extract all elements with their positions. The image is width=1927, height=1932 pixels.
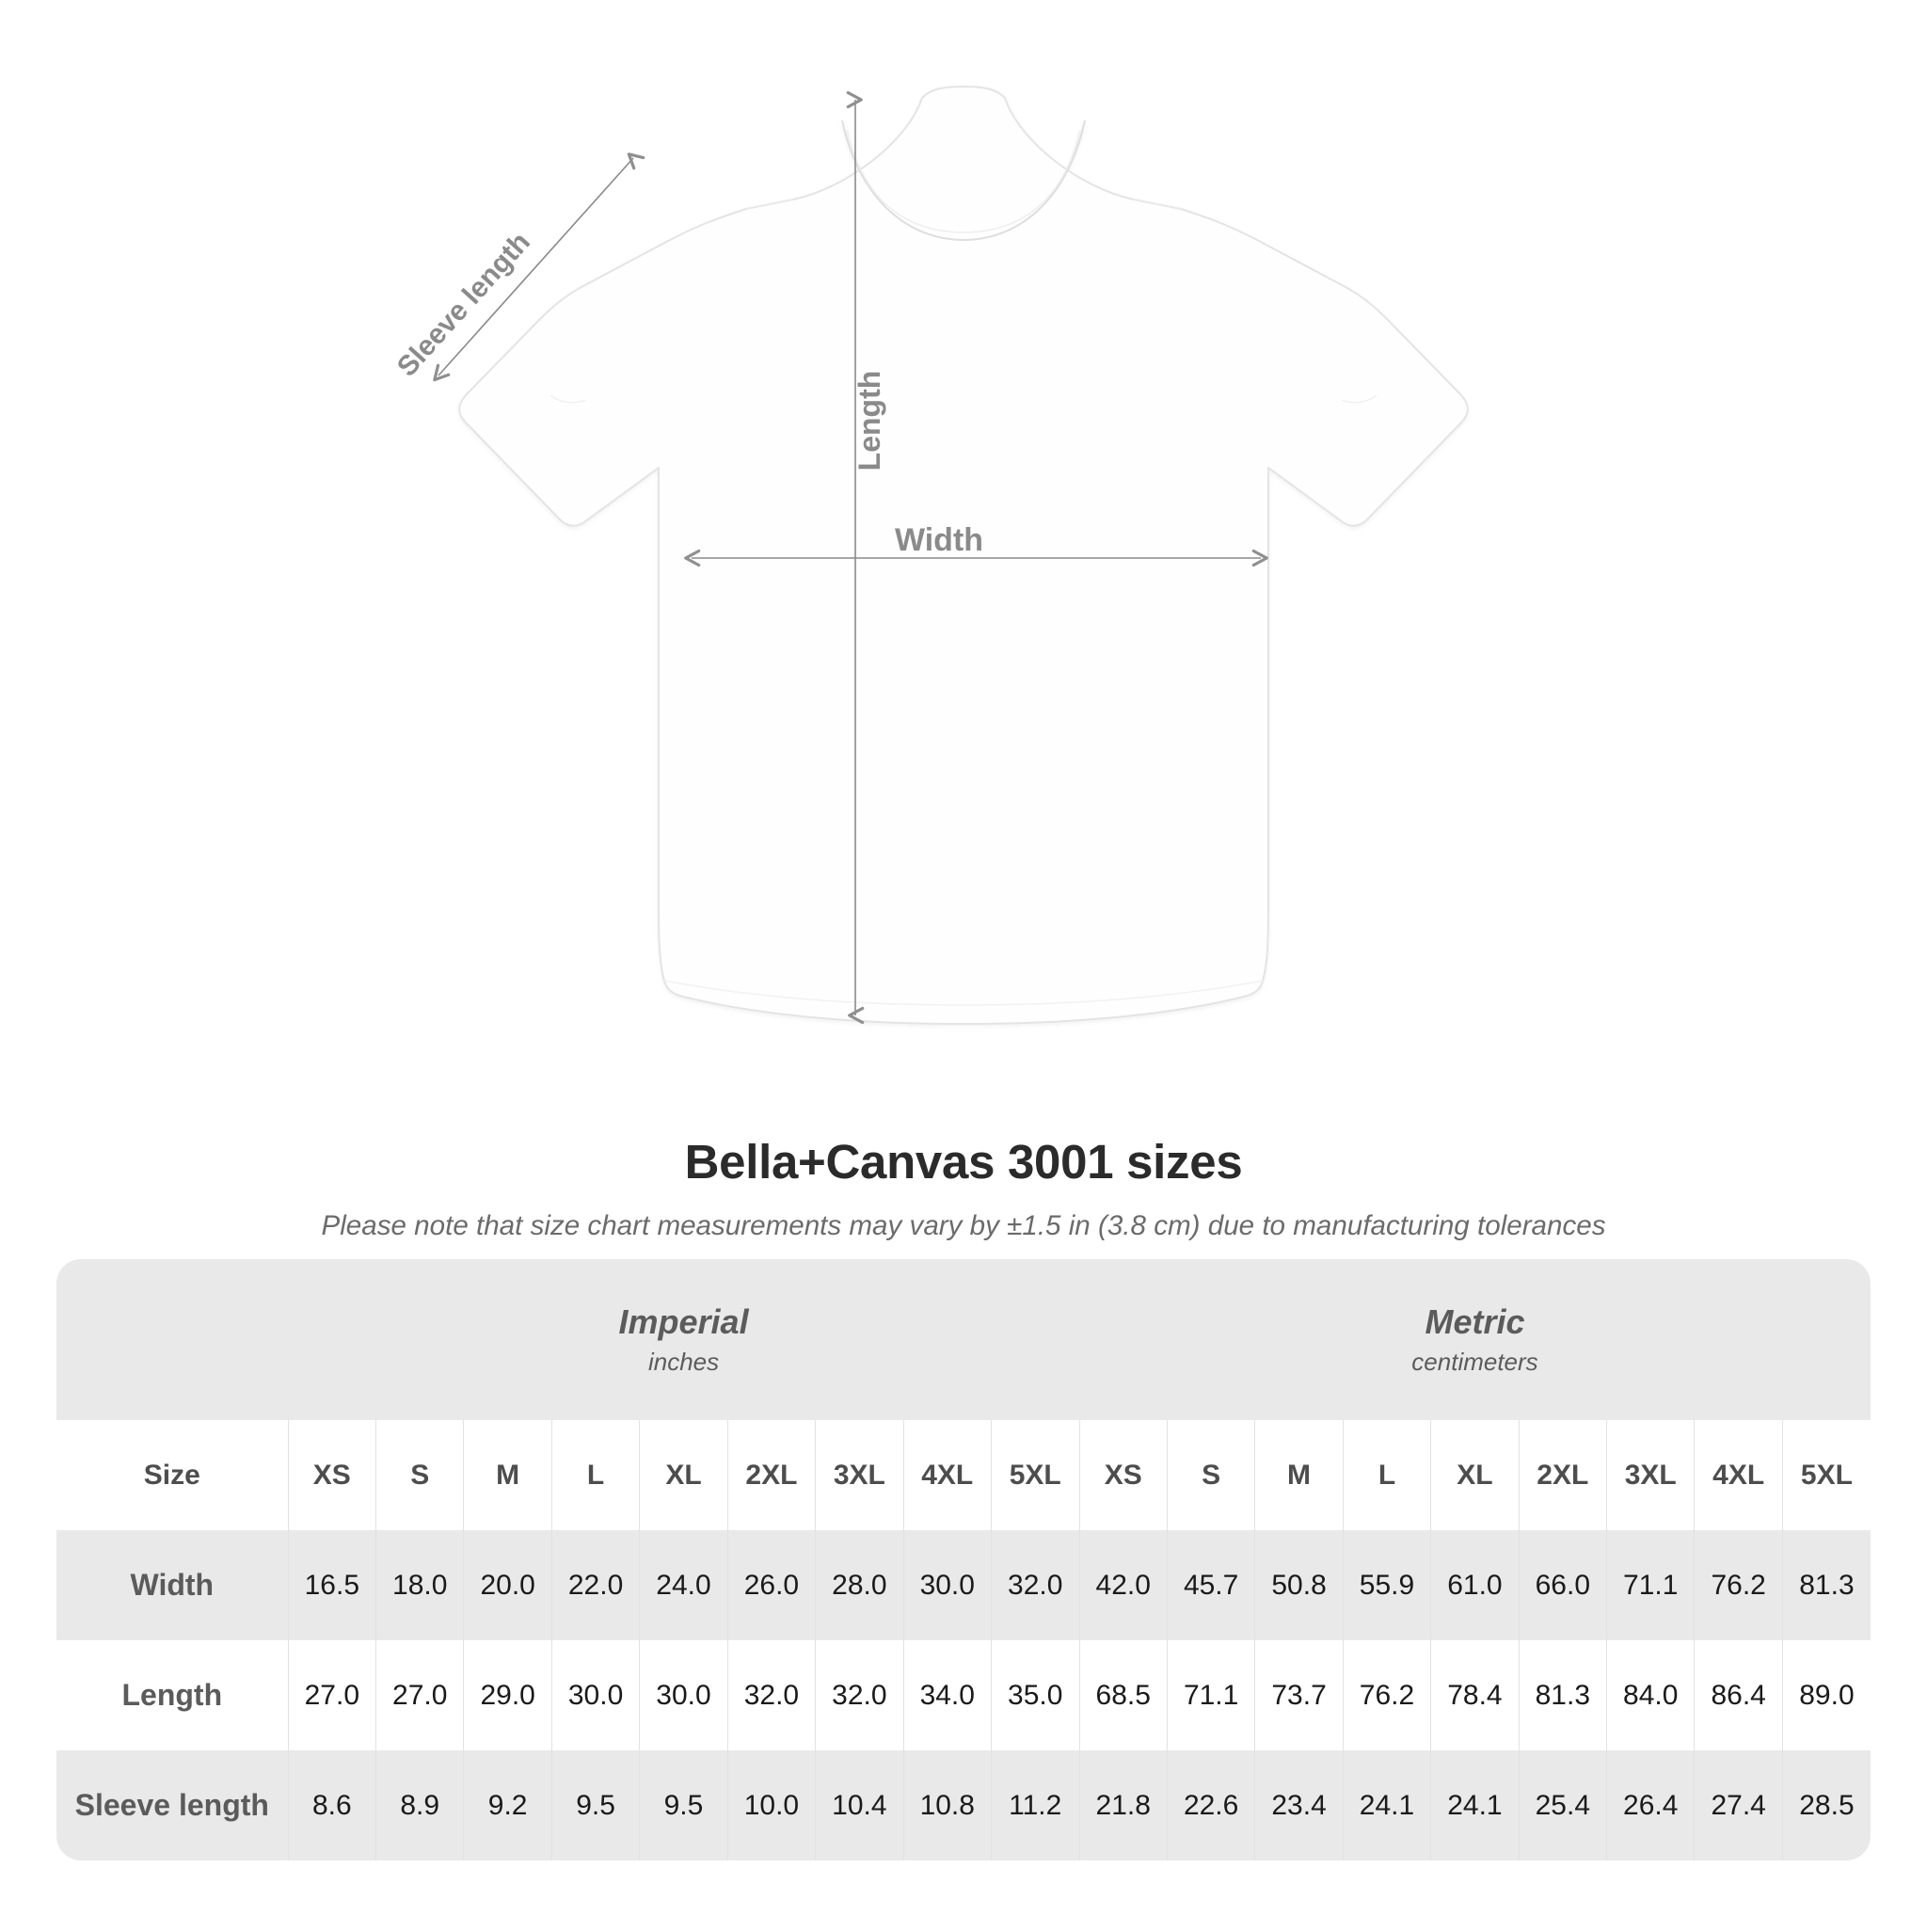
svg-text:Length: Length [852,371,886,471]
svg-text:Width: Width [895,522,983,558]
